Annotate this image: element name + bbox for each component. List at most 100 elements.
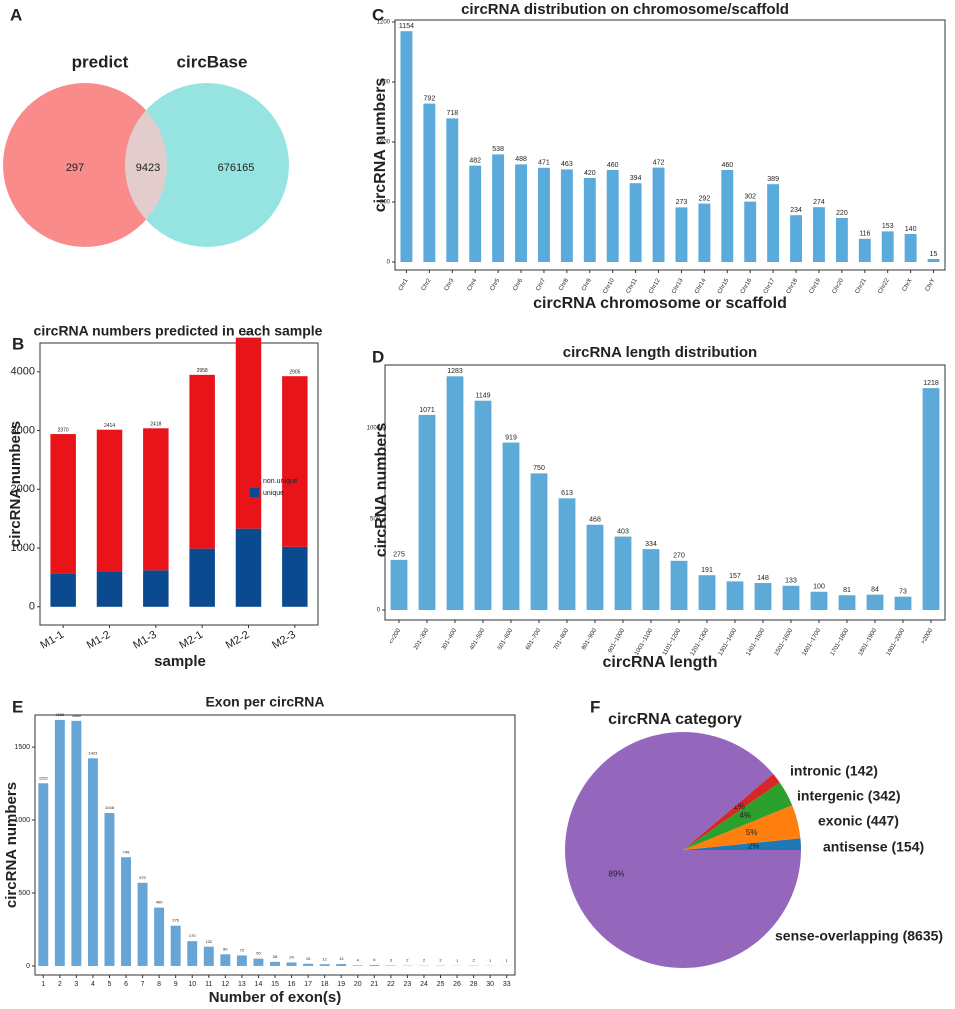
- value-label: 750: [533, 465, 545, 472]
- bar: [137, 882, 148, 966]
- panel-letter: C: [372, 5, 384, 24]
- value-label: 84: [871, 587, 879, 594]
- bar: [606, 170, 619, 262]
- bar: [726, 581, 744, 610]
- x-axis-title: Number of exon(s): [209, 989, 342, 1006]
- x-tick-label: Chr22: [877, 277, 891, 295]
- bar: [754, 583, 772, 610]
- value-label: 471: [538, 160, 550, 167]
- panel-letter: F: [590, 697, 600, 716]
- value-label: 220: [836, 210, 848, 217]
- value-label: 15: [930, 251, 938, 258]
- x-tick-label: 1501~1600: [774, 627, 795, 657]
- x-tick-label: M1-3: [131, 629, 159, 652]
- x-tick-label: >2000: [920, 627, 934, 645]
- bar: [813, 207, 825, 262]
- slice-name: antisense (154): [823, 839, 924, 855]
- x-tick-label: M2-1: [177, 629, 205, 652]
- x-tick-label: Chr10: [602, 277, 616, 295]
- value-label: 718: [446, 110, 458, 117]
- pie-slice: [683, 805, 801, 850]
- y-tick-label: 4000: [11, 366, 35, 378]
- value-label: 148: [757, 575, 769, 582]
- value-label: 50: [256, 951, 261, 956]
- bar: [236, 955, 247, 966]
- value-label: 3251: [243, 331, 254, 337]
- bar-segment: [143, 428, 169, 571]
- value-label: 100: [813, 584, 825, 591]
- x-tick-label: 301~400: [441, 627, 458, 651]
- bar-segment: [143, 570, 169, 607]
- value-label: 302: [744, 193, 756, 200]
- y-tick-label: 1000: [11, 542, 35, 554]
- legend-swatch: [250, 488, 259, 497]
- value-label: 1: [489, 958, 492, 963]
- value-label: 275: [393, 552, 405, 559]
- bar: [170, 925, 181, 966]
- y-tick-label: 1000: [367, 425, 381, 431]
- bar: [767, 184, 780, 262]
- bar: [38, 783, 49, 966]
- value-label: 1154: [399, 23, 414, 30]
- bar: [369, 965, 380, 966]
- slice-percent: 89%: [609, 869, 625, 878]
- bar: [858, 238, 871, 262]
- x-tick-label: Chr15: [717, 277, 731, 295]
- y-axis-title: circRNA numbers: [3, 782, 20, 908]
- value-label: 1686: [55, 712, 65, 717]
- bar: [469, 165, 482, 262]
- x-tick-label: Chr7: [535, 277, 547, 292]
- bar: [154, 907, 165, 966]
- y-tick-label: 500: [370, 516, 381, 522]
- plot-frame: [39, 342, 319, 626]
- x-tick-label: 1801~1900: [858, 627, 879, 657]
- chart-title: circRNA length distribution: [563, 344, 757, 361]
- set-name: predict: [72, 52, 129, 71]
- value-label: 1: [456, 958, 459, 963]
- x-tick-label: ChrX: [902, 278, 914, 293]
- x-tick-label: 1301~1400: [718, 627, 739, 657]
- value-label: 570: [139, 875, 146, 880]
- y-tick-label: 0: [29, 601, 35, 613]
- y-tick-label: 0: [26, 963, 30, 970]
- value-label: 274: [813, 199, 825, 206]
- bar: [558, 498, 576, 610]
- pie-slice: [683, 838, 801, 850]
- value-label: 334: [645, 541, 657, 548]
- x-tick-label: 1001~1100: [634, 627, 654, 656]
- pie-slice: [683, 773, 780, 850]
- bar: [583, 178, 596, 262]
- bar: [203, 946, 214, 966]
- value-label: 468: [589, 517, 601, 524]
- panel-letter: B: [12, 334, 24, 353]
- bar: [336, 964, 347, 966]
- value-label: 2: [473, 958, 476, 963]
- value-label: 2418: [150, 422, 161, 428]
- x-tick-label: 9: [174, 981, 178, 988]
- bar: [614, 536, 632, 610]
- bar: [502, 442, 520, 610]
- venn-set: [3, 83, 167, 247]
- x-tick-label: 901~1000: [607, 627, 626, 654]
- set-name: circBase: [177, 52, 248, 71]
- value-label: 133: [785, 578, 797, 585]
- bar: [423, 103, 436, 262]
- value-label: 13: [339, 956, 344, 961]
- value-label: 24: [289, 955, 294, 960]
- value-label: 472: [653, 159, 665, 166]
- value-label: 153: [882, 223, 894, 230]
- bar: [881, 231, 894, 262]
- bar: [782, 585, 800, 610]
- bar: [474, 400, 492, 610]
- value-label: 157: [729, 573, 741, 580]
- bar: [530, 473, 548, 610]
- bar: [538, 167, 550, 262]
- x-tick-label: 10: [188, 981, 196, 988]
- bar: [744, 201, 757, 262]
- x-tick-label: Chr12: [648, 277, 662, 295]
- x-tick-label: 401~500: [469, 627, 486, 651]
- slice-percent: 5%: [746, 828, 758, 837]
- bar: [670, 560, 688, 610]
- bar: [721, 170, 734, 262]
